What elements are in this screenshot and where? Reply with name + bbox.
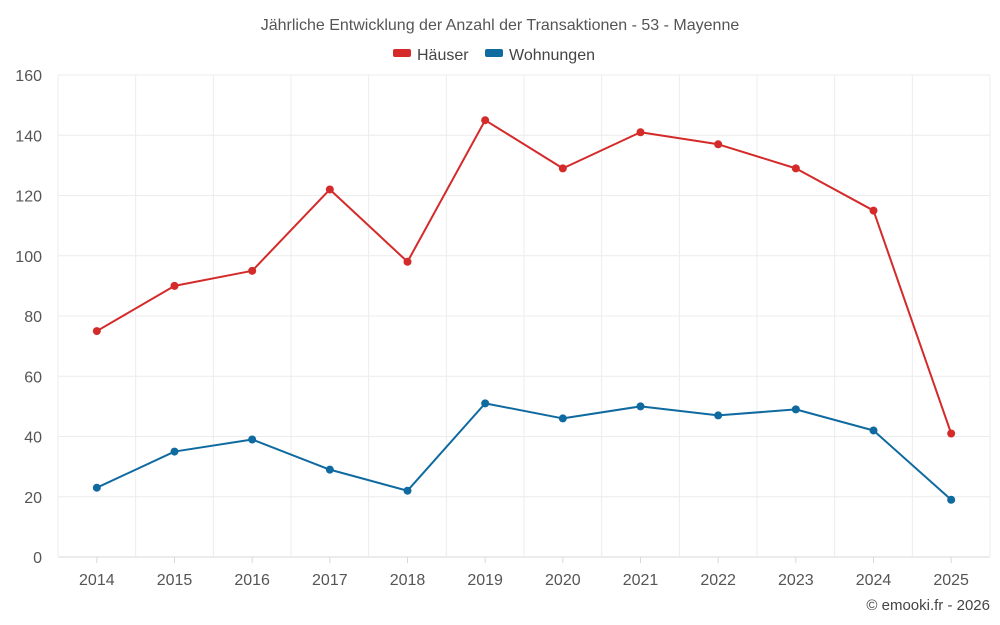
data-point-haeuser[interactable] — [869, 206, 878, 215]
x-tick-label: 2016 — [234, 572, 270, 589]
y-tick-label: 80 — [24, 309, 42, 326]
x-tick-label: 2019 — [467, 572, 503, 589]
data-point-wohnungen[interactable] — [791, 405, 800, 414]
data-point-wohnungen[interactable] — [248, 435, 257, 444]
y-tick-label: 120 — [15, 189, 42, 206]
series — [92, 116, 956, 504]
x-tick-label: 2023 — [778, 572, 814, 589]
y-tick-label: 40 — [24, 430, 42, 447]
data-point-wohnungen[interactable] — [947, 495, 956, 504]
data-point-wohnungen[interactable] — [558, 414, 567, 423]
data-point-wohnungen[interactable] — [170, 447, 179, 456]
data-point-haeuser[interactable] — [558, 164, 567, 173]
x-tick-label: 2020 — [545, 572, 581, 589]
legend-swatch-haeuser — [393, 49, 411, 57]
x-tick-label: 2015 — [157, 572, 193, 589]
x-tick-label: 2022 — [700, 572, 736, 589]
legend-label-wohnungen: Wohnungen — [509, 47, 595, 64]
x-axis-ticks: 2014 2015 2016 2017 2018 2019 2020 2021 2022 2023… — [79, 557, 969, 589]
grid — [57, 74, 991, 558]
data-point-haeuser[interactable] — [636, 128, 645, 137]
series-line-wohnungen — [96, 402, 952, 501]
series-line-haeuser — [96, 119, 953, 434]
y-tick-label: 60 — [24, 369, 42, 386]
data-point-haeuser[interactable] — [481, 116, 490, 125]
data-point-wohnungen[interactable] — [714, 411, 723, 420]
data-point-haeuser[interactable] — [248, 266, 257, 275]
x-tick-label: 2017 — [312, 572, 348, 589]
y-tick-label: 140 — [15, 128, 42, 145]
y-axis-ticks: 0 20 40 60 80 100 120 140 160 — [15, 68, 42, 567]
y-tick-label: 160 — [15, 68, 42, 85]
data-point-haeuser[interactable] — [92, 327, 101, 336]
x-tick-label: 2014 — [79, 572, 115, 589]
x-tick-label: 2018 — [390, 572, 426, 589]
credit-text: © emooki.fr - 2026 — [866, 597, 990, 614]
legend-label-haeuser: Häuser — [417, 47, 469, 64]
legend: Häuser Wohnungen — [393, 47, 595, 64]
x-tick-label: 2021 — [623, 572, 659, 589]
data-point-haeuser[interactable] — [947, 429, 956, 438]
data-point-haeuser[interactable] — [170, 281, 179, 290]
y-tick-label: 100 — [15, 249, 42, 266]
chart-title: Jährliche Entwicklung der Anzahl der Tra… — [261, 17, 740, 34]
data-point-haeuser[interactable] — [791, 164, 800, 173]
data-point-wohnungen[interactable] — [869, 426, 878, 435]
data-point-haeuser[interactable] — [714, 140, 723, 149]
legend-swatch-wohnungen — [485, 49, 503, 57]
y-tick-label: 0 — [33, 550, 42, 567]
legend-item-wohnungen[interactable]: Wohnungen — [485, 47, 595, 64]
data-point-wohnungen[interactable] — [481, 399, 490, 408]
data-point-haeuser[interactable] — [325, 185, 334, 194]
legend-item-haeuser[interactable]: Häuser — [393, 47, 469, 64]
y-tick-label: 20 — [24, 490, 42, 507]
x-tick-label: 2024 — [856, 572, 892, 589]
data-point-wohnungen[interactable] — [325, 465, 334, 474]
data-point-wohnungen[interactable] — [636, 402, 645, 411]
x-tick-label: 2025 — [933, 572, 969, 589]
data-point-haeuser[interactable] — [403, 257, 412, 266]
data-point-wohnungen[interactable] — [92, 483, 101, 492]
data-point-wohnungen[interactable] — [403, 486, 412, 495]
